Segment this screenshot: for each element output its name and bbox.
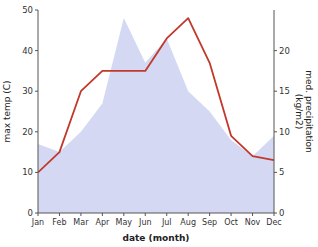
y2-tick-label: 20 (279, 46, 290, 56)
x-tick-label: Feb (52, 218, 66, 227)
x-axis-label: date (month) (123, 233, 190, 243)
y-tick-label: 40 (22, 46, 33, 56)
x-tick-label: Jun (138, 218, 152, 227)
x-axis-line (38, 213, 274, 214)
x-tick (188, 213, 189, 216)
y-tick (35, 50, 38, 51)
y2-tick (274, 131, 277, 132)
x-tick (80, 213, 81, 216)
x-tick-label: Sep (202, 218, 217, 227)
x-tick-label: Oct (224, 218, 238, 227)
y2-tick (274, 91, 277, 92)
y-tick (35, 213, 38, 214)
x-tick (231, 213, 232, 216)
y2-tick (274, 213, 277, 214)
x-tick-label: Nov (245, 218, 261, 227)
y-tick-label: 30 (22, 86, 33, 96)
y-axis-label: max temp (C) (2, 80, 12, 142)
chart-container: JanFebMarAprMayJunJulAugSepOctNovDec0102… (0, 0, 318, 247)
plot-area (38, 18, 274, 213)
y2-axis-label: med. precipitation(kg/m2) (294, 70, 314, 152)
y-tick-label: 50 (22, 5, 33, 15)
y-tick (35, 172, 38, 173)
y-tick-label: 0 (28, 208, 33, 218)
x-tick-label: Jan (31, 218, 44, 227)
y2-axis-line (274, 10, 275, 213)
y2-tick (274, 50, 277, 51)
x-tick (102, 213, 103, 216)
x-tick-label: Mar (73, 218, 89, 227)
line (38, 18, 274, 172)
y-axis-line (38, 10, 39, 213)
y2-tick-label: 5 (279, 167, 284, 177)
x-tick-label: Jul (161, 218, 172, 227)
x-tick-label: Aug (180, 218, 196, 227)
area (38, 18, 274, 213)
x-tick (123, 213, 124, 216)
x-tick-label: Dec (266, 218, 281, 227)
y-tick-label: 20 (22, 127, 33, 137)
y2-tick-label: 0 (279, 208, 284, 218)
y-tick (35, 91, 38, 92)
x-tick (145, 213, 146, 216)
y-tick-label: 10 (22, 167, 33, 177)
x-tick-label: Apr (95, 218, 110, 227)
y-tick (35, 131, 38, 132)
chart: JanFebMarAprMayJunJulAugSepOctNovDec0102… (0, 0, 318, 247)
y2-tick-label: 15 (279, 86, 290, 96)
x-tick (252, 213, 253, 216)
x-tick (166, 213, 167, 216)
y2-tick-label: 10 (279, 127, 290, 137)
y2-tick (274, 172, 277, 173)
x-tick-label: May (116, 218, 133, 227)
y-tick (35, 10, 38, 11)
x-tick (209, 213, 210, 216)
x-tick (59, 213, 60, 216)
